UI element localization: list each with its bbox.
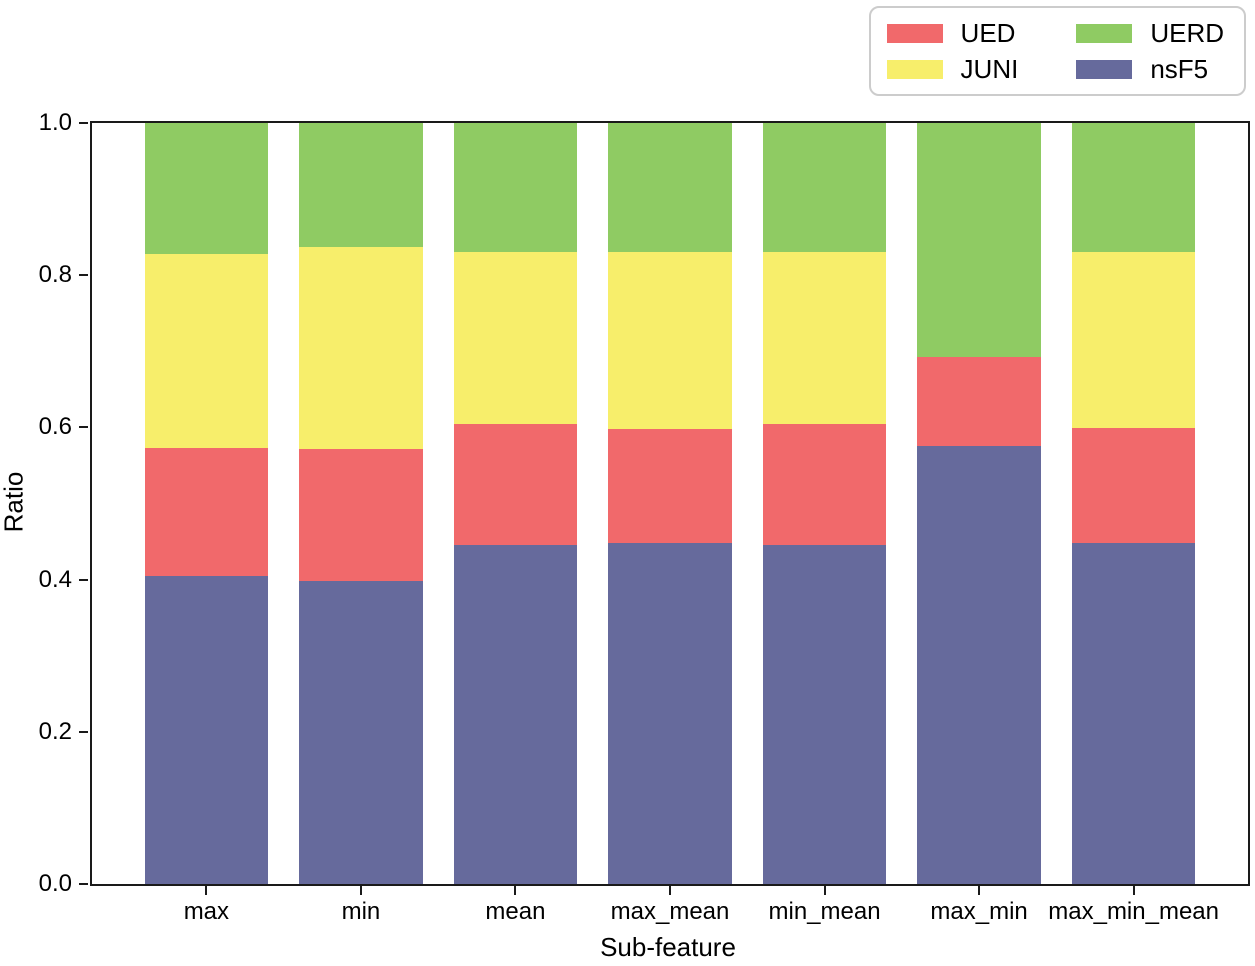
- bar-segment-JUNI: [453, 252, 578, 424]
- x-tick-label-max_min: max_min: [930, 898, 1028, 925]
- y-axis-title: Ratio: [0, 471, 29, 533]
- legend-label: JUNI: [960, 54, 1019, 84]
- legend-swatch-UERD: [1076, 23, 1133, 43]
- x-tick-label-min_mean: min_mean: [768, 898, 881, 925]
- legend-swatch-JUNI: [886, 59, 943, 79]
- legend-item: nsF5: [1076, 56, 1224, 82]
- y-tick-mark: [79, 426, 88, 429]
- bar-segment-UED: [144, 447, 269, 576]
- stacked-bar-max: [144, 123, 269, 884]
- bar-segment-nsF5: [453, 545, 578, 884]
- legend-label: UED: [960, 18, 1016, 48]
- bar-segment-UERD: [453, 123, 578, 253]
- legend-label: UERD: [1150, 18, 1224, 48]
- x-tick-mark: [1132, 886, 1135, 895]
- bar-segment-nsF5: [299, 581, 423, 884]
- x-tick-label-max_min_mean: max_min_mean: [1048, 898, 1219, 925]
- y-tick-mark: [79, 883, 88, 885]
- bar-segment-UED: [917, 357, 1041, 446]
- bar-segment-nsF5: [608, 543, 732, 884]
- x-tick-mark: [669, 886, 671, 895]
- y-tick-mark: [79, 122, 88, 124]
- plot-area: 0.0 0.2 0.4 0.6 0.8 1.0 max min mean max_mean min_…: [39, 111, 1250, 924]
- legend-item: JUNI: [886, 54, 1019, 84]
- bar-segment-nsF5: [762, 545, 887, 884]
- x-tick-label-min: min: [341, 898, 381, 925]
- legend-swatch-UED: [886, 23, 943, 43]
- bar-segment-nsF5: [144, 575, 269, 884]
- y-tick-mark: [79, 578, 88, 581]
- x-tick-mark: [823, 886, 826, 895]
- bar-segment-JUNI: [299, 247, 423, 449]
- bar-segment-UERD: [762, 123, 887, 252]
- legend-swatch-nsF5: [1076, 59, 1133, 79]
- stacked-bar-max_min: [917, 123, 1041, 884]
- legend: UED JUNI UERD nsF5: [868, 6, 1246, 96]
- stacked-bar-min_mean: [762, 123, 887, 884]
- stacked-bar-mean: [453, 123, 578, 884]
- bar-segment-UED: [1071, 428, 1196, 544]
- y-tick-label: 0.2: [38, 717, 72, 745]
- x-tick-label-max_mean: max_mean: [610, 898, 730, 925]
- bar-segment-UERD: [144, 123, 269, 254]
- x-tick-label-max: max: [183, 898, 230, 925]
- bar-segment-UERD: [1071, 123, 1196, 253]
- bar-segment-UED: [608, 428, 732, 544]
- bar-segment-UERD: [917, 123, 1041, 358]
- y-tick-label: 0.4: [38, 565, 72, 593]
- x-tick-label-mean: mean: [485, 898, 546, 925]
- stacked-bar-max_mean: [608, 123, 732, 884]
- bar-segment-UED: [762, 423, 887, 546]
- x-tick-mark: [205, 886, 208, 895]
- x-tick-mark: [514, 886, 517, 895]
- bar-segment-nsF5: [1071, 543, 1196, 884]
- stacked-bar-max_min_mean: [1071, 123, 1196, 884]
- bar-segment-JUNI: [1071, 252, 1196, 429]
- x-axis-title: Sub-feature: [600, 932, 736, 962]
- bar-segment-JUNI: [762, 251, 887, 424]
- bar-segment-UERD: [299, 123, 423, 248]
- y-tick-label: 1.0: [38, 109, 72, 136]
- y-tick-mark: [79, 274, 88, 277]
- bar-segment-JUNI: [144, 253, 269, 448]
- bar-segment-UED: [299, 448, 423, 582]
- bar-segment-nsF5: [917, 445, 1041, 884]
- legend-item: UERD: [1076, 20, 1224, 46]
- y-tick-label: 0.0: [38, 870, 72, 897]
- bar-segment-UED: [453, 423, 578, 546]
- y-tick-label: 0.8: [38, 261, 72, 289]
- bar-segment-JUNI: [608, 251, 732, 429]
- x-tick-mark: [978, 886, 981, 895]
- y-tick-label: 0.6: [38, 413, 72, 441]
- stacked-bar-min: [299, 123, 423, 884]
- y-tick-mark: [79, 730, 88, 733]
- bar-segment-UERD: [608, 123, 732, 252]
- legend-label: nsF5: [1150, 54, 1209, 84]
- legend-item: UED: [886, 18, 1019, 48]
- x-tick-mark: [359, 886, 362, 895]
